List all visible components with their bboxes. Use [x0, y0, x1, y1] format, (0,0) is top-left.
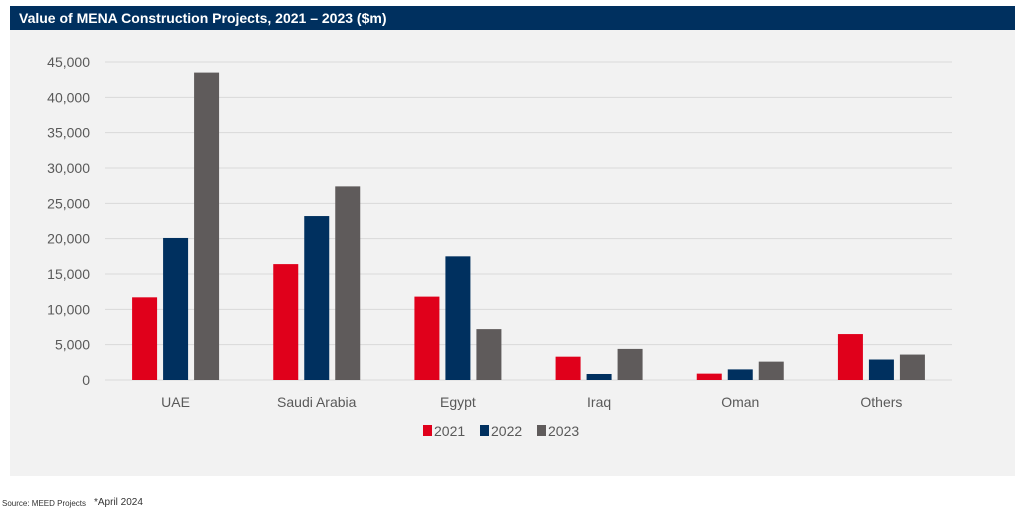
y-tick-label: 10,000: [47, 301, 90, 317]
legend-label-2023: 2023: [548, 423, 579, 439]
bar-2022-egypt: [445, 256, 471, 380]
bar-2023-egypt: [476, 329, 502, 380]
y-tick-label: 5,000: [55, 337, 90, 353]
bar-2022-saudi-arabia: [304, 216, 330, 380]
legend-swatch-2022: [480, 425, 489, 436]
source-note: Source: MEED Projects: [2, 499, 87, 508]
bar-2022-iraq: [586, 373, 612, 380]
bar-2021-others: [837, 334, 863, 380]
y-tick-label: 15,000: [47, 266, 90, 282]
x-tick-label: Egypt: [440, 394, 476, 410]
legend-label-2022: 2022: [491, 423, 522, 439]
bar-2022-oman: [727, 369, 753, 380]
bar-2023-oman: [758, 361, 784, 380]
y-tick-label: 35,000: [47, 125, 90, 141]
legend-swatch-2021: [423, 425, 432, 436]
legend-swatch-2023: [537, 425, 546, 436]
chart-title: Value of MENA Construction Projects, 202…: [10, 6, 1015, 30]
x-tick-label: Oman: [721, 394, 759, 410]
x-tick-label: UAE: [161, 394, 190, 410]
bar-2022-uae: [163, 237, 189, 380]
bar-2021-uae: [132, 297, 158, 380]
x-tick-label: Others: [860, 394, 902, 410]
y-tick-label: 25,000: [47, 195, 90, 211]
x-tick-label: Iraq: [587, 394, 611, 410]
date-note: *April 2024: [94, 497, 143, 508]
y-tick-label: 45,000: [47, 54, 90, 70]
bar-2022-others: [868, 359, 894, 380]
bar-2021-iraq: [555, 356, 581, 380]
y-tick-label: 40,000: [47, 89, 90, 105]
y-tick-label: 0: [82, 372, 90, 388]
x-tick-label: Saudi Arabia: [277, 394, 357, 410]
bar-2021-saudi-arabia: [273, 264, 299, 380]
bar-2023-others: [899, 354, 925, 380]
bar-2021-oman: [696, 373, 722, 380]
bar-2023-saudi-arabia: [335, 186, 361, 380]
legend-label-2021: 2021: [434, 423, 465, 439]
y-tick-label: 30,000: [47, 160, 90, 176]
bar-2023-uae: [194, 72, 220, 380]
y-tick-label: 20,000: [47, 231, 90, 247]
bar-2023-iraq: [617, 348, 643, 380]
bar-2021-egypt: [414, 296, 440, 380]
